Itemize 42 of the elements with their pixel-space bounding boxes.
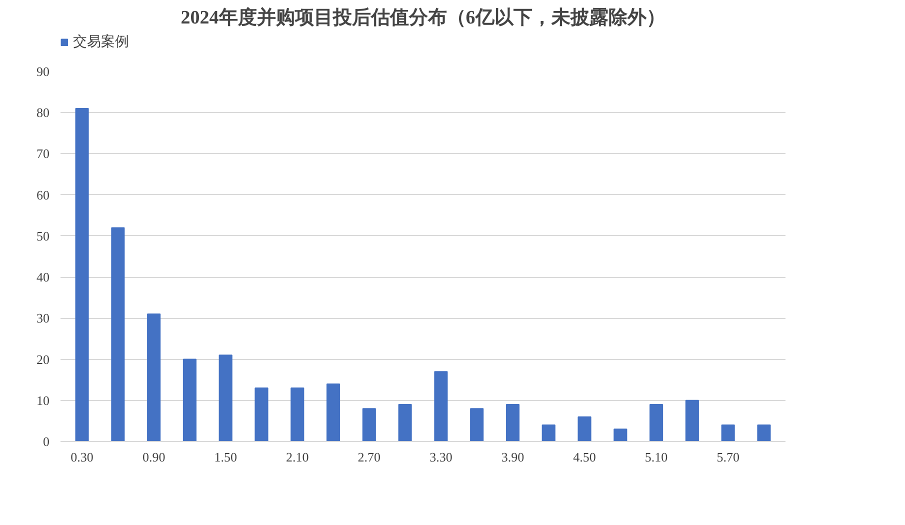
x-tick-label: 0.90 (142, 450, 166, 464)
x-tick-label: 3.90 (501, 450, 524, 464)
y-tick-label: 0 (43, 434, 50, 449)
bar (650, 404, 664, 442)
x-tick-label: 5.10 (644, 450, 668, 464)
y-tick-label: 30 (36, 310, 50, 326)
x-tick-label: 0.30 (70, 450, 94, 464)
y-tick-label: 20 (36, 352, 50, 367)
x-tick-label: 2.10 (286, 450, 309, 464)
bar (290, 388, 304, 442)
y-tick-label: 10 (36, 392, 50, 408)
bar (578, 416, 592, 442)
bar (434, 371, 448, 442)
x-tick-label: 5.70 (716, 450, 740, 464)
bar (254, 388, 268, 442)
bar (470, 408, 484, 442)
x-tick-label: 3.30 (430, 450, 452, 464)
bar (757, 424, 771, 442)
legend-label: 交易案例 (73, 33, 129, 51)
y-tick-label: 70 (36, 146, 50, 162)
bar (542, 424, 556, 442)
y-tick-label: 50 (36, 228, 50, 244)
bar (147, 314, 161, 442)
bar (218, 354, 232, 442)
bar (614, 428, 628, 442)
bar (685, 400, 699, 442)
bar (398, 404, 412, 442)
y-tick-label: 40 (36, 270, 50, 285)
y-tick-label: 90 (36, 64, 50, 79)
bar (506, 404, 520, 442)
x-tick-label: 4.50 (573, 450, 596, 464)
bar (111, 227, 125, 442)
x-tick-label: 2.70 (358, 450, 381, 464)
chart-title: 2024年度并购项目投后估值分布（6亿以下，未披露除外） (180, 6, 666, 28)
bar (182, 358, 196, 442)
y-tick-label: 80 (36, 105, 50, 120)
bar (362, 408, 376, 442)
bar (721, 424, 735, 442)
bar (326, 383, 340, 442)
y-tick-label: 60 (36, 187, 50, 202)
bar (75, 108, 89, 442)
x-tick-label: 1.50 (214, 450, 237, 464)
